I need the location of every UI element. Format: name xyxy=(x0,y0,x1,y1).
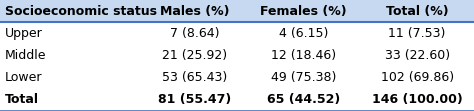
Text: 81 (55.47): 81 (55.47) xyxy=(158,93,231,106)
Text: 102 (69.86): 102 (69.86) xyxy=(381,71,454,84)
Text: Middle: Middle xyxy=(5,49,46,62)
Text: 7 (8.64): 7 (8.64) xyxy=(170,27,219,40)
Text: 12 (18.46): 12 (18.46) xyxy=(271,49,336,62)
Text: 4 (6.15): 4 (6.15) xyxy=(279,27,328,40)
Text: Total (%): Total (%) xyxy=(386,5,448,18)
Text: 49 (75.38): 49 (75.38) xyxy=(271,71,336,84)
Text: 146 (100.00): 146 (100.00) xyxy=(372,93,463,106)
Text: 65 (44.52): 65 (44.52) xyxy=(267,93,340,106)
Text: Lower: Lower xyxy=(5,71,42,84)
Text: 53 (65.43): 53 (65.43) xyxy=(162,71,227,84)
Text: Total: Total xyxy=(5,93,39,106)
Text: 33 (22.60): 33 (22.60) xyxy=(384,49,450,62)
Text: Upper: Upper xyxy=(5,27,43,40)
Text: Socioeconomic status: Socioeconomic status xyxy=(5,5,157,18)
Text: 21 (25.92): 21 (25.92) xyxy=(162,49,227,62)
Text: Females (%): Females (%) xyxy=(260,5,346,18)
Bar xyxy=(0,0,474,22)
Text: Males (%): Males (%) xyxy=(160,5,229,18)
Text: 11 (7.53): 11 (7.53) xyxy=(388,27,446,40)
